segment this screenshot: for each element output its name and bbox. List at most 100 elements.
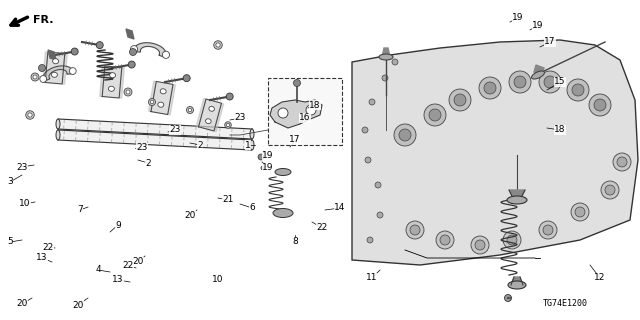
Circle shape — [613, 153, 631, 171]
Polygon shape — [62, 53, 67, 84]
Text: 20: 20 — [184, 211, 196, 220]
Ellipse shape — [56, 130, 60, 140]
Circle shape — [278, 108, 288, 118]
Text: 15: 15 — [554, 77, 566, 86]
Text: 10: 10 — [212, 276, 224, 284]
Circle shape — [539, 221, 557, 239]
Circle shape — [362, 127, 368, 133]
Circle shape — [479, 77, 501, 99]
Text: 22: 22 — [122, 260, 134, 269]
Circle shape — [375, 182, 381, 188]
Text: 20: 20 — [132, 258, 144, 267]
Circle shape — [544, 76, 556, 88]
Circle shape — [148, 99, 156, 106]
Circle shape — [594, 99, 606, 111]
Ellipse shape — [108, 86, 115, 91]
Ellipse shape — [379, 54, 393, 60]
Circle shape — [406, 221, 424, 239]
Circle shape — [440, 235, 450, 245]
Circle shape — [225, 122, 231, 128]
Ellipse shape — [52, 59, 59, 64]
Circle shape — [214, 41, 222, 49]
Circle shape — [424, 104, 446, 126]
Text: 20: 20 — [16, 300, 28, 308]
Circle shape — [567, 79, 589, 101]
Polygon shape — [214, 103, 224, 132]
Circle shape — [449, 89, 471, 111]
Circle shape — [258, 154, 264, 160]
Polygon shape — [58, 130, 252, 150]
Circle shape — [475, 240, 485, 250]
Ellipse shape — [158, 102, 164, 107]
Circle shape — [436, 231, 454, 249]
Ellipse shape — [508, 281, 526, 289]
Ellipse shape — [250, 140, 254, 150]
Circle shape — [410, 225, 420, 235]
Polygon shape — [511, 277, 523, 285]
Text: 23: 23 — [234, 114, 246, 123]
Polygon shape — [168, 84, 175, 115]
Circle shape — [129, 49, 136, 55]
Circle shape — [126, 90, 130, 94]
Polygon shape — [126, 29, 134, 39]
Polygon shape — [509, 190, 525, 196]
Circle shape — [33, 75, 37, 79]
Circle shape — [186, 107, 193, 114]
Text: 5: 5 — [7, 237, 13, 246]
Circle shape — [216, 43, 220, 47]
Circle shape — [392, 59, 398, 65]
Ellipse shape — [160, 89, 166, 94]
Polygon shape — [198, 99, 221, 131]
Text: 18: 18 — [309, 100, 321, 109]
Text: 11: 11 — [366, 274, 378, 283]
Circle shape — [382, 75, 388, 81]
Circle shape — [150, 100, 154, 104]
Text: 9: 9 — [115, 220, 121, 229]
Text: 23: 23 — [16, 163, 28, 172]
Text: 12: 12 — [595, 274, 605, 283]
Ellipse shape — [209, 106, 214, 111]
Text: 22: 22 — [42, 243, 54, 252]
Text: 19: 19 — [512, 13, 524, 22]
Polygon shape — [43, 66, 73, 81]
Circle shape — [26, 111, 35, 119]
Circle shape — [294, 79, 301, 86]
Ellipse shape — [532, 71, 545, 79]
Circle shape — [571, 203, 589, 221]
Circle shape — [128, 61, 135, 68]
Circle shape — [399, 129, 411, 141]
Polygon shape — [100, 66, 105, 97]
Polygon shape — [268, 78, 342, 145]
Text: 8: 8 — [292, 237, 298, 246]
Polygon shape — [270, 100, 322, 128]
Circle shape — [163, 51, 170, 59]
Polygon shape — [45, 52, 65, 84]
Circle shape — [394, 124, 416, 146]
Text: 16: 16 — [300, 114, 311, 123]
Circle shape — [96, 42, 103, 49]
Circle shape — [504, 294, 511, 301]
Circle shape — [514, 76, 526, 88]
Polygon shape — [382, 48, 390, 57]
Circle shape — [188, 108, 192, 112]
Circle shape — [605, 185, 615, 195]
Text: 19: 19 — [532, 20, 544, 29]
Circle shape — [261, 166, 265, 170]
Polygon shape — [134, 43, 166, 57]
Text: 17: 17 — [544, 37, 556, 46]
Polygon shape — [58, 119, 252, 139]
Text: 13: 13 — [36, 253, 48, 262]
Circle shape — [71, 48, 78, 55]
Ellipse shape — [51, 72, 58, 77]
Text: 1: 1 — [245, 140, 251, 149]
Polygon shape — [534, 65, 544, 75]
Text: 21: 21 — [222, 196, 234, 204]
Polygon shape — [196, 98, 206, 127]
Ellipse shape — [109, 73, 116, 78]
Circle shape — [40, 76, 47, 82]
Circle shape — [69, 68, 76, 75]
Ellipse shape — [273, 209, 293, 218]
Circle shape — [589, 94, 611, 116]
Ellipse shape — [56, 119, 60, 129]
Circle shape — [227, 124, 230, 127]
